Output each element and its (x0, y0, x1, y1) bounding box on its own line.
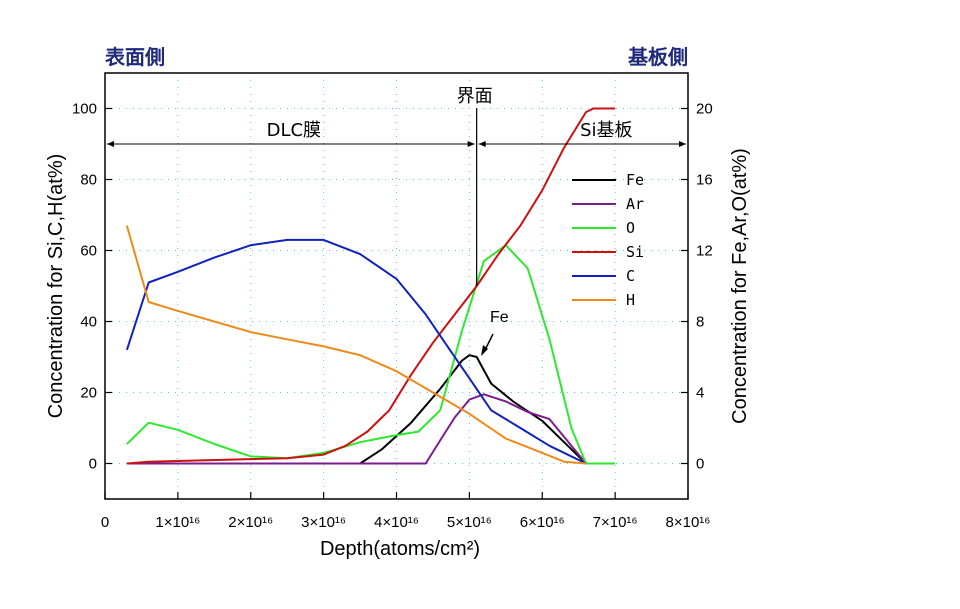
x-tick-label-4: 4×10¹⁶ (374, 514, 419, 531)
x-tick-label-7: 7×10¹⁶ (593, 514, 638, 531)
y-left-tick-label-3: 60 (80, 243, 97, 260)
y-right-tick-label-5: 20 (696, 101, 713, 118)
annotation-fe-arrowhead (481, 345, 488, 356)
y-right-tick-label-1: 4 (696, 385, 704, 402)
dlc-arrow-left (107, 141, 114, 147)
x-tick-label-2: 2×10¹⁶ (228, 514, 273, 531)
annotation-fe: Fe (490, 309, 509, 326)
y-axis-right: 0 4 8 12 16 20 (681, 101, 713, 473)
substrate-label: Si基板 (580, 120, 632, 141)
dlc-label: DLC膜 (267, 120, 321, 141)
y-left-tick-label-2: 40 (80, 314, 97, 331)
region-markers: 界面 DLC膜 Si基板 (107, 86, 686, 286)
y-axis-right-title: Concentration for Fe,Ar,O(at%) (729, 148, 751, 424)
interface-label: 界面 (457, 86, 493, 107)
x-tick-label-5: 5×10¹⁶ (447, 514, 492, 531)
corner-label-left: 表面側 (105, 45, 165, 69)
legend-label-o: O (626, 219, 635, 237)
corner-label-right: 基板側 (628, 45, 688, 69)
x-axis: 0 1×10¹⁶ 2×10¹⁶ 3×10¹⁶ 4×10¹⁶ 5×10¹⁶ 6×10¹⁶ 7×1… (101, 492, 711, 531)
x-tick-label-0: 0 (101, 514, 109, 531)
substrate-arrow-right (679, 141, 686, 147)
legend-label-si: Si (626, 243, 644, 261)
legend-label-h: H (626, 291, 635, 309)
series-lines (125, 107, 616, 465)
legend-label-c: C (626, 267, 635, 285)
x-axis-title: Depth(atoms/cm²) (320, 538, 480, 560)
legend: Fe Ar O Si CH (572, 171, 644, 309)
series-line-o (126, 244, 616, 465)
x-tick-label-6: 6×10¹⁶ (520, 514, 565, 531)
y-right-tick-label-4: 16 (696, 172, 713, 189)
y-right-tick-label-0: 0 (696, 456, 704, 473)
y-right-tick-label-2: 8 (696, 314, 704, 331)
series-line-ar (126, 393, 587, 465)
legend-label-fe: Fe (626, 171, 644, 189)
y-left-tick-label-4: 80 (80, 172, 97, 189)
series-line-fe (359, 354, 587, 465)
y-right-tick-label-3: 12 (696, 243, 713, 260)
y-left-tick-label-1: 20 (80, 385, 97, 402)
series-line-c (125, 238, 587, 465)
y-axis-left-title: Concentration for Si,C,H(at%) (45, 154, 67, 419)
substrate-arrow-left (478, 141, 486, 147)
series-line-si (126, 107, 616, 465)
x-tick-label-3: 3×10¹⁶ (301, 514, 346, 531)
y-left-tick-label-0: 0 (89, 456, 97, 473)
x-tick-label-8: 8×10¹⁶ (666, 514, 711, 531)
y-left-tick-label-5: 100 (72, 101, 97, 118)
series-line-h (125, 225, 587, 465)
y-axis-left: 0 20 40 60 80 100 (72, 101, 112, 473)
x-tick-label-1: 1×10¹⁶ (155, 514, 200, 531)
dlc-arrow-right (467, 141, 475, 147)
legend-label-ar: Ar (626, 195, 644, 213)
